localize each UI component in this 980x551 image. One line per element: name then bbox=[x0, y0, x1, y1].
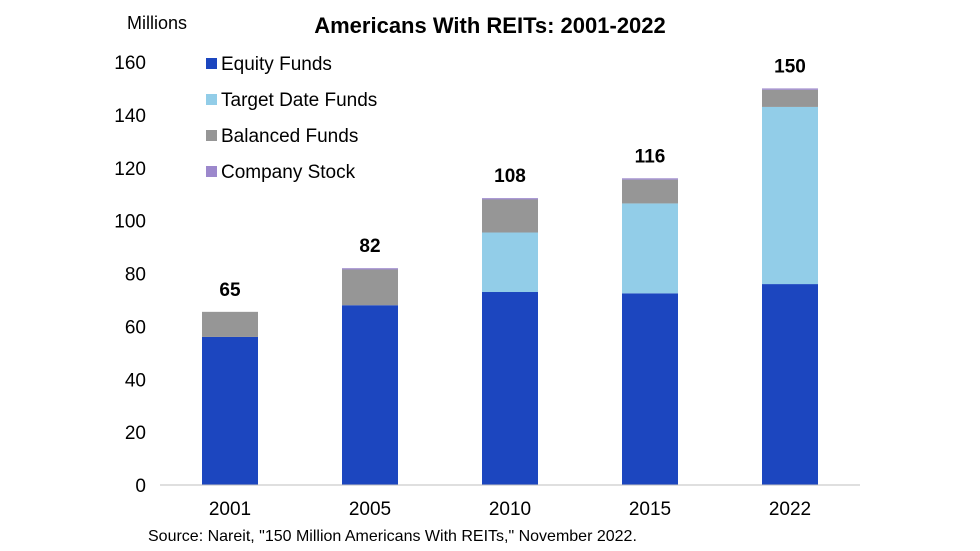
y-tick-label: 0 bbox=[135, 476, 146, 497]
y-tick-label: 60 bbox=[125, 317, 146, 338]
bar-balanced-funds-2005 bbox=[342, 269, 398, 306]
source-note: Source: Nareit, "150 Million Americans W… bbox=[148, 528, 637, 545]
bar-equity-funds-2022 bbox=[762, 284, 818, 485]
bar-balanced-funds-2010 bbox=[482, 199, 538, 233]
legend-label: Company Stock bbox=[221, 162, 356, 183]
bar-equity-funds-2005 bbox=[342, 305, 398, 485]
bar-company-stock-2010 bbox=[482, 198, 538, 200]
y-tick-label: 100 bbox=[114, 212, 146, 233]
y-axis-label: Millions bbox=[127, 13, 187, 33]
bar-company-stock-2005 bbox=[342, 268, 398, 270]
bar-equity-funds-2001 bbox=[202, 336, 258, 485]
bar-target-date-funds-2022 bbox=[762, 106, 818, 285]
total-label: 108 bbox=[494, 166, 526, 187]
total-labels: 65 82 108 116 150 bbox=[219, 56, 805, 300]
bar-balanced-funds-2015 bbox=[622, 179, 678, 204]
x-tick-label: 2022 bbox=[769, 499, 811, 520]
chart-title: Americans With REITs: 2001-2022 bbox=[314, 13, 666, 38]
y-axis: 0 20 40 60 80 100 120 140 160 bbox=[114, 53, 146, 497]
bar-equity-funds-2015 bbox=[622, 293, 678, 485]
x-tick-label: 2005 bbox=[349, 499, 391, 520]
bar-target-date-funds-2010 bbox=[482, 232, 538, 293]
x-tick-label: 2001 bbox=[209, 499, 251, 520]
total-label: 116 bbox=[635, 146, 666, 167]
bar-equity-funds-2010 bbox=[482, 292, 538, 485]
y-tick-label: 140 bbox=[114, 106, 146, 127]
legend-swatch bbox=[206, 94, 217, 105]
bar-target-date-funds-2015 bbox=[622, 203, 678, 294]
x-tick-label: 2015 bbox=[629, 499, 671, 520]
x-tick-label: 2010 bbox=[489, 499, 531, 520]
total-label: 150 bbox=[774, 56, 806, 77]
total-label: 65 bbox=[219, 280, 241, 301]
bar-company-stock-2015 bbox=[622, 178, 678, 180]
bar-company-stock-2022 bbox=[762, 88, 818, 90]
y-tick-label: 20 bbox=[125, 423, 146, 444]
bar-balanced-funds-2022 bbox=[762, 89, 818, 107]
x-axis: 2001 2005 2010 2015 2022 bbox=[209, 499, 811, 520]
y-tick-label: 160 bbox=[114, 53, 146, 74]
legend-label: Target Date Funds bbox=[221, 90, 377, 111]
legend-swatch bbox=[206, 58, 217, 69]
y-tick-label: 80 bbox=[125, 265, 146, 286]
y-tick-label: 120 bbox=[114, 159, 146, 180]
total-label: 82 bbox=[359, 236, 380, 257]
legend: Equity Funds Target Date Funds Balanced Fu… bbox=[206, 54, 377, 183]
legend-swatch bbox=[206, 130, 217, 141]
legend-swatch bbox=[206, 166, 217, 177]
legend-label: Equity Funds bbox=[221, 54, 332, 75]
bars bbox=[202, 88, 818, 485]
bar-balanced-funds-2001 bbox=[202, 311, 258, 337]
y-tick-label: 40 bbox=[125, 370, 146, 391]
legend-label: Balanced Funds bbox=[221, 126, 358, 147]
